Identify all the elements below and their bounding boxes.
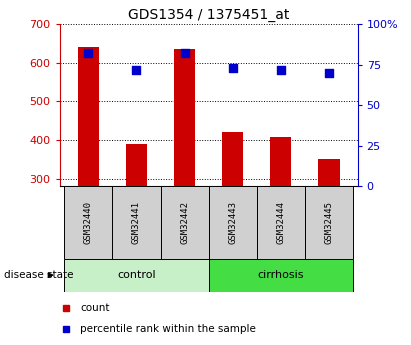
Text: cirrhosis: cirrhosis [257, 270, 304, 280]
Text: GSM32444: GSM32444 [276, 201, 285, 244]
Bar [126, 144, 147, 186]
Bar [256, 186, 305, 259]
Point [133, 67, 140, 72]
Bar [318, 159, 339, 186]
Title: GDS1354 / 1375451_at: GDS1354 / 1375451_at [128, 8, 289, 22]
Bar [65, 259, 209, 292]
Text: GSM32440: GSM32440 [84, 201, 93, 244]
Bar [174, 49, 195, 186]
Bar [161, 186, 209, 259]
Bar [305, 186, 353, 259]
Point [181, 51, 188, 56]
Text: disease state: disease state [4, 270, 74, 280]
Bar [270, 137, 291, 186]
Bar [209, 186, 256, 259]
Text: GSM32441: GSM32441 [132, 201, 141, 244]
Text: GSM32442: GSM32442 [180, 201, 189, 244]
Point [85, 51, 92, 56]
Bar [222, 132, 243, 186]
Text: GSM32443: GSM32443 [228, 201, 237, 244]
Point [326, 70, 332, 76]
Point [277, 67, 284, 72]
Text: control: control [117, 270, 156, 280]
Bar [209, 259, 353, 292]
Text: count: count [81, 303, 110, 313]
Point [229, 65, 236, 71]
Bar [113, 186, 161, 259]
Bar [78, 47, 99, 186]
Bar [65, 186, 113, 259]
Text: GSM32445: GSM32445 [324, 201, 333, 244]
FancyArrowPatch shape [48, 273, 53, 277]
Text: percentile rank within the sample: percentile rank within the sample [81, 324, 256, 334]
